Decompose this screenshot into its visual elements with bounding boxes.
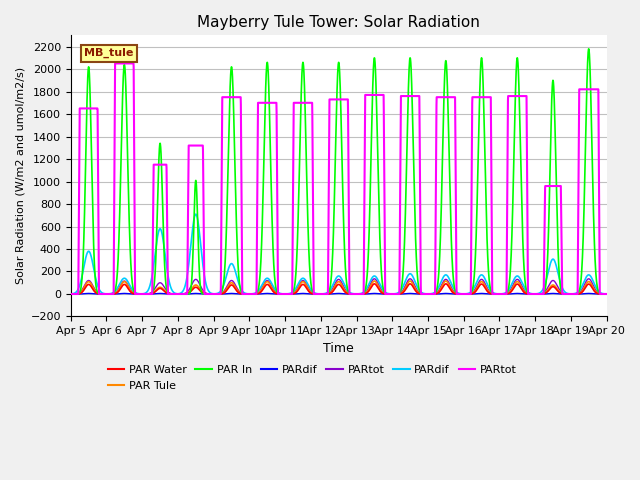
Y-axis label: Solar Radiation (W/m2 and umol/m2/s): Solar Radiation (W/m2 and umol/m2/s) [15, 67, 25, 285]
Legend: PAR Water, PAR Tule, PAR In, PARdif, PARtot, PARdif, PARtot: PAR Water, PAR Tule, PAR In, PARdif, PAR… [103, 361, 521, 395]
X-axis label: Time: Time [323, 342, 354, 355]
Title: Mayberry Tule Tower: Solar Radiation: Mayberry Tule Tower: Solar Radiation [197, 15, 480, 30]
Text: MB_tule: MB_tule [84, 48, 134, 58]
